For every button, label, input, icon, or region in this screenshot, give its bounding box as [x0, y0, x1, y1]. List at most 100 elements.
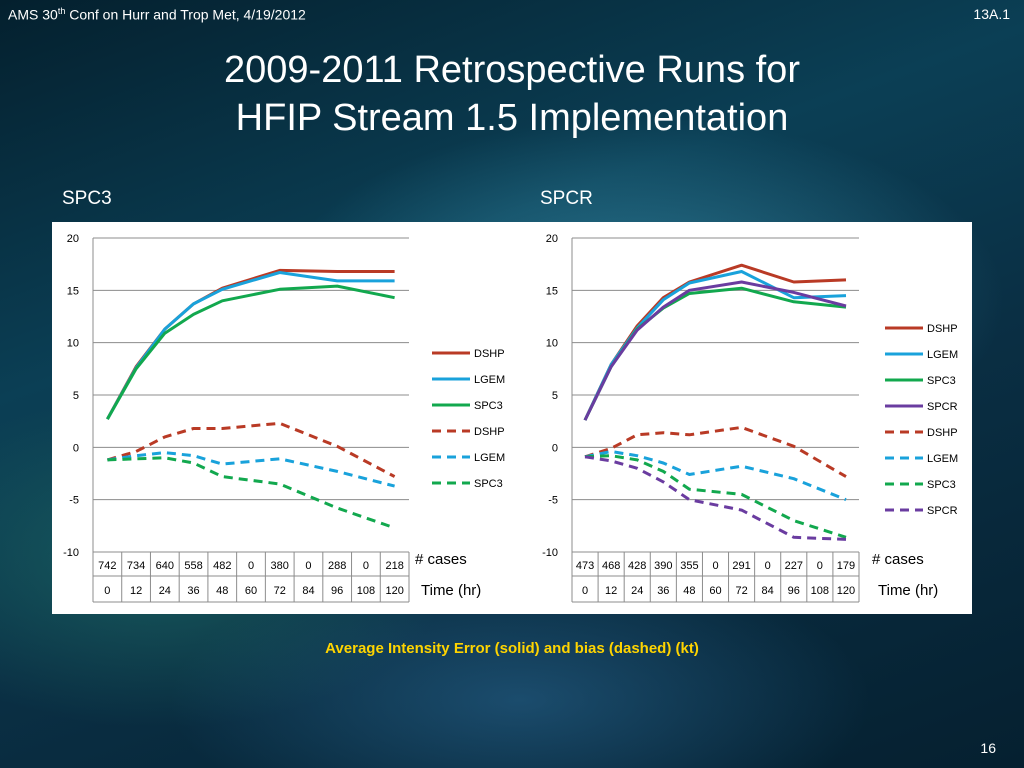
- chart2-xtick-label: 84: [762, 585, 774, 597]
- slide-header-left: AMS 30th Conf on Hurr and Trop Met, 4/19…: [8, 6, 306, 23]
- chart1-ytick-label: 10: [67, 338, 79, 350]
- header-left-sup: th: [57, 6, 66, 16]
- chart1-legend-label: LGEM: [474, 374, 505, 386]
- chart1-ytick-label: 15: [67, 285, 79, 297]
- chart1-xtick-label: 120: [385, 585, 403, 597]
- chart2-xtick-label: 108: [811, 585, 829, 597]
- chart1-xlabel: Time (hr): [421, 582, 481, 599]
- chart2-series-dshp-dashed: [584, 425, 847, 478]
- chart2-legend-label: SPC3: [927, 375, 956, 387]
- chart1-legend-label: DSHP: [474, 348, 505, 360]
- chart2-legend-label: LGEM: [927, 453, 958, 465]
- chart1-xtick-label: 72: [274, 585, 286, 597]
- page-number: 16: [980, 740, 996, 756]
- chart2-cases-value: 390: [654, 560, 672, 572]
- chart1-legend-label: LGEM: [474, 452, 505, 464]
- chart2-xtick-label: 24: [631, 585, 643, 597]
- chart2-xtick-label: 36: [657, 585, 669, 597]
- chart2-legend-label: DSHP: [927, 427, 958, 439]
- chart1-series-spc3-solid: [106, 284, 395, 420]
- chart2-cases-value: 0: [817, 560, 823, 572]
- slide-title-line2: HFIP Stream 1.5 Implementation: [235, 97, 789, 139]
- chart1-cases-value: 0: [363, 560, 369, 572]
- chart2-series-spcr-dashed: [584, 455, 847, 541]
- chart1-ytick-label: -10: [63, 547, 79, 559]
- chart2-legend-label: SPCR: [927, 505, 958, 517]
- chart1-cases-label: # cases: [415, 551, 467, 568]
- header-left-prefix: AMS 30: [8, 6, 58, 23]
- chart1-series-dshp-solid: [106, 268, 395, 420]
- chart2-xtick-label: 48: [683, 585, 695, 597]
- chart2-cases-value: 0: [712, 560, 718, 572]
- chart2-legend-label: SPCR: [927, 401, 958, 413]
- chart2-series-spcr-solid: [583, 280, 847, 421]
- chart1-cases-value: 380: [271, 560, 289, 572]
- slide-header-right: 13A.1: [973, 6, 1010, 22]
- chart2-ytick-label: 20: [546, 233, 558, 245]
- chart1-xtick-label: 96: [331, 585, 343, 597]
- chart2-legend-label: LGEM: [927, 349, 958, 361]
- chart2-series-lgem-dashed: [584, 450, 847, 502]
- chart1-cases-value: 218: [385, 560, 403, 572]
- chart1-series-lgem-dashed: [107, 451, 395, 488]
- chart1-legend-label: SPC3: [474, 478, 503, 490]
- chart1-cases-value: 558: [184, 560, 202, 572]
- chart1-ytick-label: 20: [67, 233, 79, 245]
- chart2-xtick-label: 120: [837, 585, 855, 597]
- chart2-xtick-label: 12: [605, 585, 617, 597]
- chart1-legend-label: DSHP: [474, 426, 505, 438]
- chart-caption: Average Intensity Error (solid) and bias…: [325, 640, 699, 657]
- chart2-ytick-label: -5: [548, 495, 558, 507]
- chart2-cases-value: 227: [785, 560, 803, 572]
- chart2-legend-label: DSHP: [927, 323, 958, 335]
- chart2-series-spc3-dashed: [584, 454, 847, 539]
- chart1-xtick-label: 84: [302, 585, 314, 597]
- chart1-cases-value: 0: [305, 560, 311, 572]
- chart2-xtick-label: 96: [788, 585, 800, 597]
- chart2-ytick-label: 15: [546, 285, 558, 297]
- header-left-suffix: Conf on Hurr and Trop Met, 4/19/2012: [65, 6, 306, 23]
- chart1-ytick-label: 0: [73, 442, 79, 454]
- chart2-xtick-label: 60: [709, 585, 721, 597]
- chart1-ytick-label: -5: [69, 495, 79, 507]
- charts-panel: 20 15 10 5 0 -5 -10 742 734 640 558 482 0 380 0 288 0 218…: [52, 222, 972, 614]
- chart2-cases-value: 291: [732, 560, 750, 572]
- chart1-series-spc3-dashed: [107, 456, 396, 530]
- chart1-xtick-label: 12: [130, 585, 142, 597]
- chart1-xtick-label: 108: [357, 585, 375, 597]
- chart1-cases-value: 482: [213, 560, 231, 572]
- chart1-ytick-label: 5: [73, 390, 79, 402]
- chart1-xtick-label: 36: [187, 585, 199, 597]
- chart2-cases-value: 473: [576, 560, 594, 572]
- chart2-cases-value: 0: [765, 560, 771, 572]
- chart2-xlabel: Time (hr): [878, 582, 938, 599]
- chart1-xtick-label: 48: [216, 585, 228, 597]
- chart2-ytick-label: -10: [542, 547, 558, 559]
- chart1-cases-value: 742: [98, 560, 116, 572]
- chart1-xtick-label: 24: [159, 585, 171, 597]
- chart1-cases-value: 288: [328, 560, 346, 572]
- chart2-legend-label: SPC3: [927, 479, 956, 491]
- chart2-cases-label: # cases: [872, 551, 924, 568]
- chart1-cases-value: 734: [127, 560, 145, 572]
- chart2-cases-value: 428: [628, 560, 646, 572]
- slide-title-line1: 2009-2011 Retrospective Runs for: [224, 49, 800, 91]
- chart2-ytick-label: 5: [552, 390, 558, 402]
- chart1-legend-label: SPC3: [474, 400, 503, 412]
- chart2-ytick-label: 10: [546, 338, 558, 350]
- panel-label-spcr: SPCR: [540, 188, 593, 209]
- chart2-series-spc3-solid: [583, 286, 847, 421]
- chart1-cases-value: 0: [248, 560, 254, 572]
- panel-label-spc3: SPC3: [62, 188, 112, 209]
- chart1-xtick-label: 0: [104, 585, 110, 597]
- chart2-xtick-label: 0: [582, 585, 588, 597]
- chart2-cases-value: 179: [837, 560, 855, 572]
- chart1-cases-value: 640: [156, 560, 174, 572]
- chart1-series-dshp-dashed: [106, 421, 396, 478]
- chart2-xtick-label: 72: [735, 585, 747, 597]
- slide-title: 2009-2011 Retrospective Runs for HFIP St…: [0, 46, 1024, 142]
- chart2-ytick-label: 0: [552, 442, 558, 454]
- chart1-xtick-label: 60: [245, 585, 257, 597]
- chart2-cases-value: 468: [602, 560, 620, 572]
